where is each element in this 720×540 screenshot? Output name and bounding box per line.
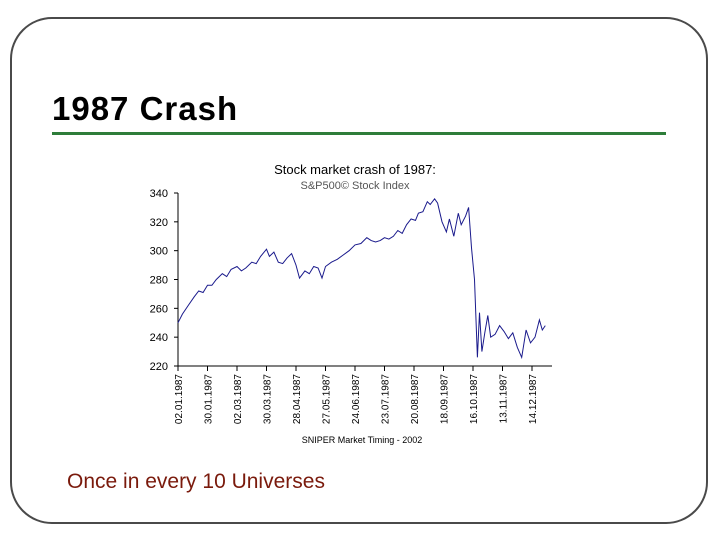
x-tick-label: 20.08.1987 [410,374,421,424]
x-tick-label: 23.07.1987 [381,374,392,424]
y-tick-label: 340 [150,188,168,200]
title-rule [52,132,666,135]
y-tick-label: 300 [150,246,168,258]
y-tick-label: 280 [150,275,168,287]
x-tick-label: 27.05.1987 [322,374,333,424]
x-tick-label: 30.01.1987 [204,374,215,424]
x-tick-label: 02.01.1987 [174,374,185,424]
x-tick-label: 14.12.1987 [528,374,539,424]
x-tick-group: 02.01.1987 30.01.1987 02.03.1987 30.03.1987… [174,366,539,424]
chart-source: SNIPER Market Timing - 2002 [302,435,423,445]
y-tick-label: 220 [150,361,168,373]
slide-title: 1987 Crash [52,90,239,127]
x-tick-label: 18.09.1987 [440,374,451,424]
slide-caption: Once in every 10 Universes [67,470,325,493]
chart-title: Stock market crash of 1987: [274,162,436,177]
x-tick-label: 30.03.1987 [263,374,274,424]
x-tick-label: 02.03.1987 [233,374,244,424]
x-tick-label: 16.10.1987 [469,374,480,424]
y-tick-group: 340 320 300 280 260 240 220 [150,188,178,373]
y-tick-label: 240 [150,332,168,344]
y-tick-label: 260 [150,303,168,315]
x-tick-label: 28.04.1987 [292,374,303,424]
slide-frame [10,17,708,524]
y-tick-label: 320 [150,217,168,229]
x-tick-label: 13.11.1987 [499,374,510,424]
chart-subtitle: S&P500© Stock Index [300,180,410,192]
x-tick-label: 24.06.1987 [351,374,362,424]
series-line-sp500 [177,197,546,360]
